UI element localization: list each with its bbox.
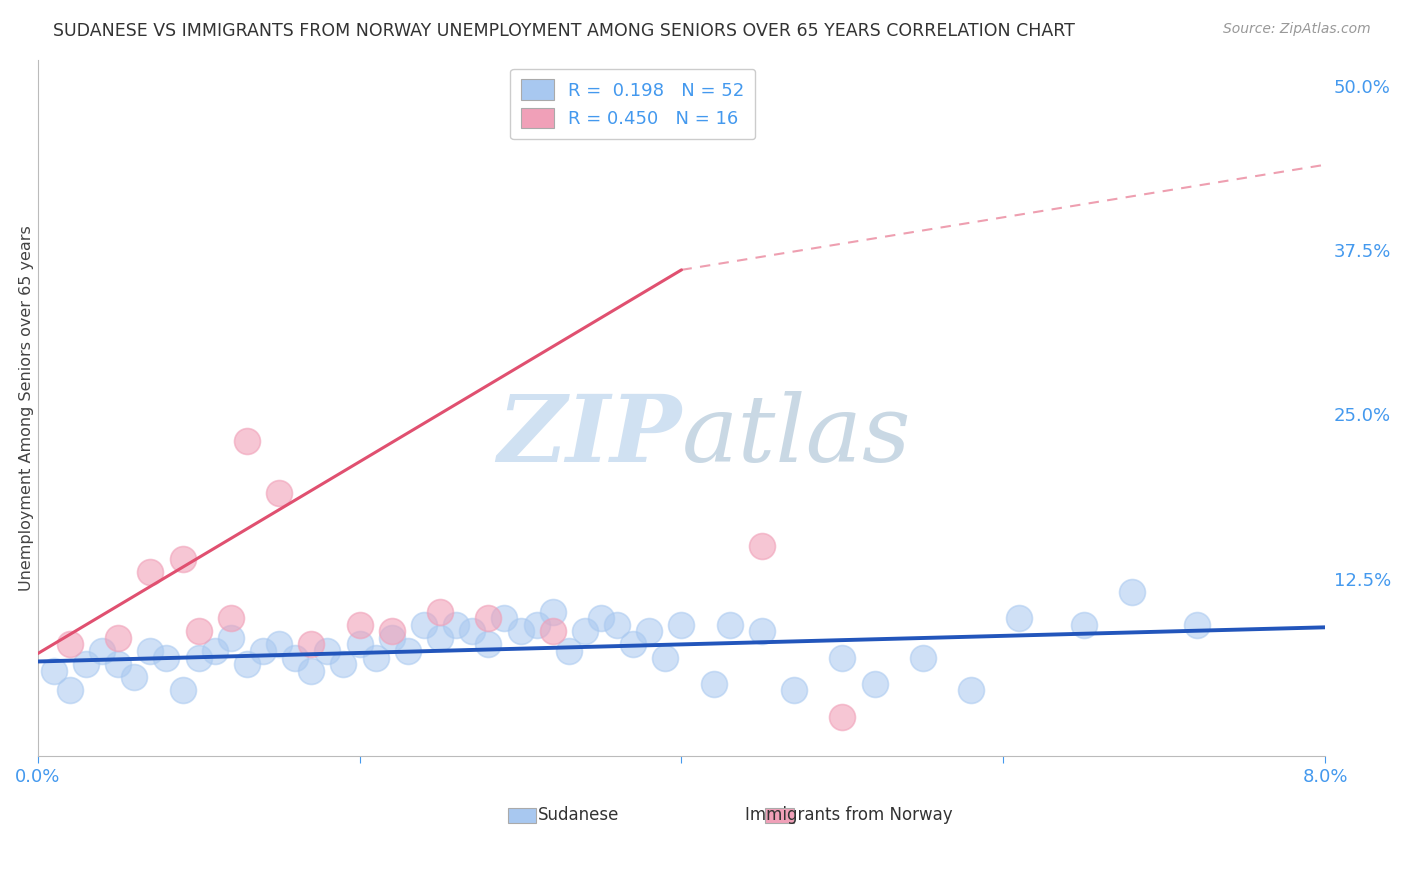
Point — [429, 605, 451, 619]
Point — [219, 611, 242, 625]
Point — [42, 664, 65, 678]
Point — [299, 664, 322, 678]
Point — [364, 650, 387, 665]
Point — [172, 683, 194, 698]
Point — [526, 617, 548, 632]
Point — [831, 709, 853, 723]
Point — [219, 631, 242, 645]
Point — [1121, 584, 1143, 599]
Point — [509, 624, 531, 639]
Point — [59, 683, 82, 698]
Point — [59, 637, 82, 651]
Point — [252, 644, 274, 658]
Point — [671, 617, 693, 632]
Text: SUDANESE VS IMMIGRANTS FROM NORWAY UNEMPLOYMENT AMONG SENIORS OVER 65 YEARS CORR: SUDANESE VS IMMIGRANTS FROM NORWAY UNEMP… — [53, 22, 1076, 40]
Point — [444, 617, 467, 632]
Point — [477, 611, 499, 625]
Y-axis label: Unemployment Among Seniors over 65 years: Unemployment Among Seniors over 65 years — [20, 225, 34, 591]
Point — [349, 617, 371, 632]
Point — [541, 605, 564, 619]
Point — [155, 650, 177, 665]
Bar — [508, 807, 536, 823]
Text: atlas: atlas — [682, 391, 911, 481]
Point — [269, 637, 291, 651]
Point — [960, 683, 983, 698]
Point — [494, 611, 516, 625]
Point — [863, 677, 886, 691]
Point — [381, 624, 404, 639]
Point — [1185, 617, 1208, 632]
Point — [477, 637, 499, 651]
Point — [122, 670, 145, 684]
Point — [284, 650, 307, 665]
Text: Source: ZipAtlas.com: Source: ZipAtlas.com — [1223, 22, 1371, 37]
Point — [574, 624, 596, 639]
Legend: R =  0.198   N = 52, R = 0.450   N = 16: R = 0.198 N = 52, R = 0.450 N = 16 — [510, 69, 755, 139]
Bar — [765, 807, 793, 823]
Point — [316, 644, 339, 658]
Point — [606, 617, 628, 632]
Point — [91, 644, 114, 658]
Point — [751, 539, 773, 553]
Point — [638, 624, 661, 639]
Point — [187, 650, 209, 665]
Point — [269, 486, 291, 500]
Point — [204, 644, 226, 658]
Point — [396, 644, 419, 658]
Point — [236, 657, 259, 672]
Point — [461, 624, 484, 639]
Point — [718, 617, 741, 632]
Point — [1008, 611, 1031, 625]
Point — [139, 644, 162, 658]
Point — [299, 637, 322, 651]
Point — [751, 624, 773, 639]
Point — [541, 624, 564, 639]
Point — [429, 631, 451, 645]
Text: ZIP: ZIP — [498, 391, 682, 481]
Point — [911, 650, 934, 665]
Point — [139, 565, 162, 579]
Point — [107, 657, 129, 672]
Point — [558, 644, 581, 658]
Point — [831, 650, 853, 665]
Text: Sudanese: Sudanese — [537, 806, 619, 824]
Point — [654, 650, 676, 665]
Point — [349, 637, 371, 651]
Point — [332, 657, 354, 672]
Text: Immigrants from Norway: Immigrants from Norway — [745, 806, 953, 824]
Point — [783, 683, 806, 698]
Point — [589, 611, 612, 625]
Point — [107, 631, 129, 645]
Point — [236, 434, 259, 448]
Point — [413, 617, 436, 632]
Point — [172, 552, 194, 566]
Point — [621, 637, 644, 651]
Point — [187, 624, 209, 639]
Point — [381, 631, 404, 645]
Point — [703, 677, 725, 691]
Point — [1073, 617, 1095, 632]
Point — [75, 657, 97, 672]
